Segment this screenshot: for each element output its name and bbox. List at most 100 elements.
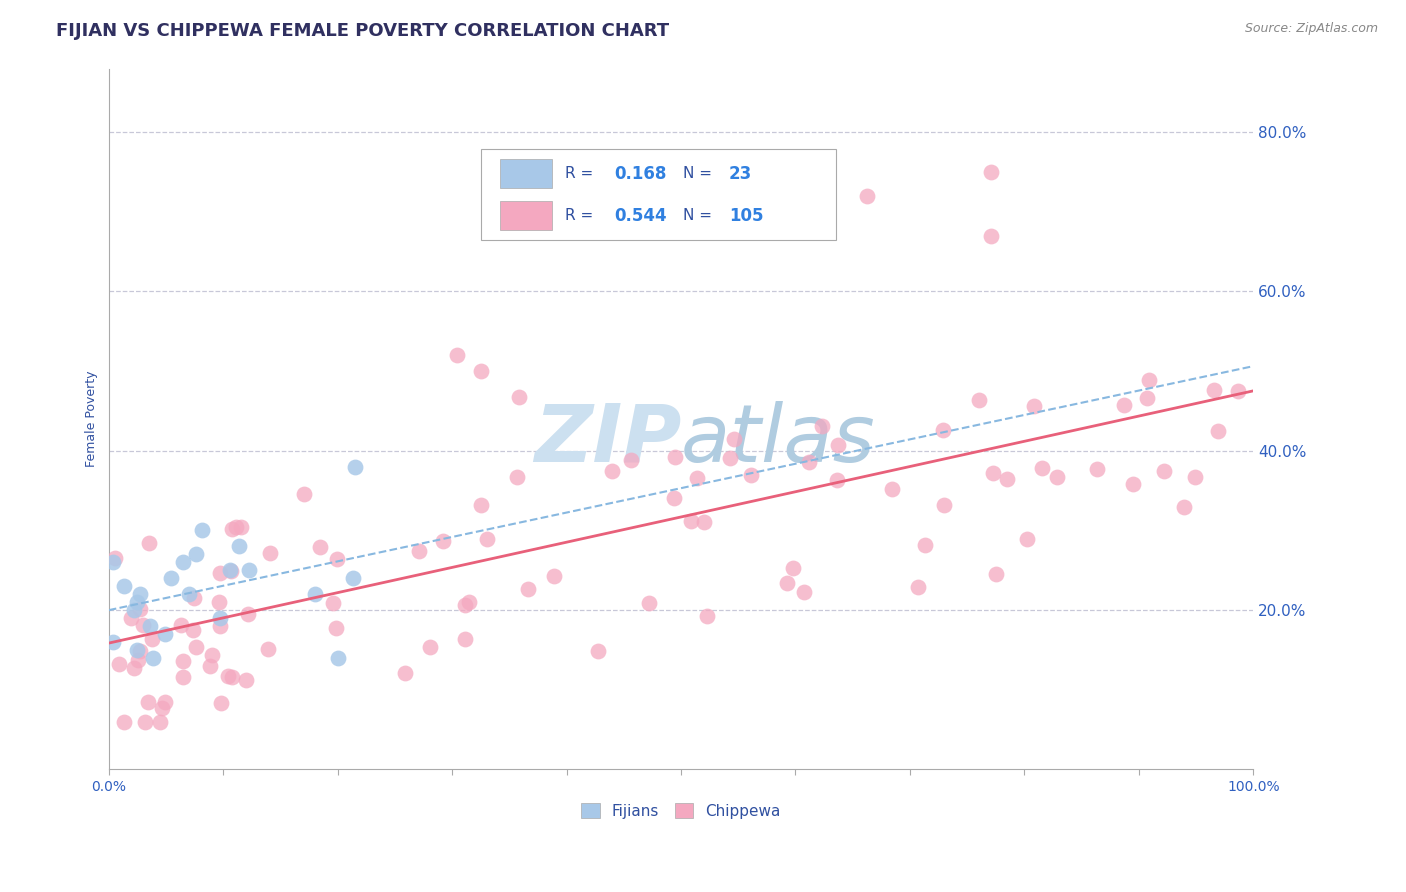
Point — [797, 455, 820, 469]
Point — [208, 618, 231, 632]
Point — [740, 468, 762, 483]
Point — [149, 714, 172, 729]
Point — [508, 390, 530, 404]
Text: FIJIAN VS CHIPPEWA FEMALE POVERTY CORRELATION CHART: FIJIAN VS CHIPPEWA FEMALE POVERTY CORREL… — [56, 22, 669, 40]
Point — [209, 611, 232, 625]
Point — [177, 587, 200, 601]
Point — [184, 640, 207, 654]
Point — [186, 547, 208, 561]
Point — [718, 451, 741, 466]
Point — [723, 432, 745, 446]
Text: ZIP: ZIP — [534, 401, 681, 479]
Point — [172, 555, 194, 569]
Point — [984, 567, 1007, 582]
Bar — [501, 201, 551, 230]
Point — [506, 470, 529, 484]
Point — [1208, 424, 1230, 438]
Point — [309, 540, 332, 554]
Point — [638, 596, 661, 610]
Point — [620, 453, 643, 467]
Point — [201, 648, 224, 662]
Point — [662, 491, 685, 505]
Point — [326, 650, 349, 665]
Point — [543, 569, 565, 583]
Point — [153, 696, 176, 710]
Point — [932, 498, 955, 512]
Point — [980, 165, 1002, 179]
Point — [153, 627, 176, 641]
Point — [793, 584, 815, 599]
Point — [1122, 477, 1144, 491]
Text: 105: 105 — [730, 207, 763, 225]
Point — [1031, 460, 1053, 475]
Point — [1184, 469, 1206, 483]
Point — [1046, 470, 1069, 484]
Point — [811, 419, 834, 434]
Point — [219, 563, 242, 577]
Legend: Fijians, Chippewa: Fijians, Chippewa — [575, 797, 787, 825]
Point — [217, 669, 239, 683]
Point — [112, 714, 135, 729]
Point — [127, 595, 149, 609]
Point — [183, 623, 205, 637]
Point — [150, 701, 173, 715]
Point — [825, 473, 848, 487]
Point — [292, 486, 315, 500]
Point — [170, 618, 193, 632]
Point — [322, 596, 344, 610]
Point — [198, 658, 221, 673]
Point — [141, 632, 163, 646]
Y-axis label: Female Poverty: Female Poverty — [86, 371, 98, 467]
Point — [1227, 384, 1250, 398]
Point — [108, 657, 131, 671]
Text: Source: ZipAtlas.com: Source: ZipAtlas.com — [1244, 22, 1378, 36]
Point — [969, 393, 991, 408]
Point — [101, 635, 124, 649]
Point — [208, 595, 231, 609]
Point — [120, 611, 142, 625]
Point — [453, 599, 475, 613]
Point — [679, 514, 702, 528]
Point — [457, 595, 479, 609]
Point — [1015, 532, 1038, 546]
Point — [997, 472, 1019, 486]
Point — [221, 564, 243, 578]
Point — [139, 619, 162, 633]
Point — [172, 654, 194, 668]
Point — [129, 644, 152, 658]
Point — [914, 538, 936, 552]
Point — [907, 580, 929, 594]
Point — [980, 228, 1002, 243]
Text: 23: 23 — [730, 165, 752, 183]
Point — [602, 464, 624, 478]
Point — [235, 673, 257, 687]
Point — [132, 618, 155, 632]
Text: N =: N = — [683, 166, 717, 181]
Point — [221, 670, 243, 684]
Point — [172, 669, 194, 683]
Point — [134, 714, 156, 729]
Point — [128, 587, 150, 601]
Point — [1139, 373, 1161, 387]
Point — [686, 471, 709, 485]
Point — [1173, 500, 1195, 514]
Point — [827, 438, 849, 452]
Point — [1022, 399, 1045, 413]
Point — [664, 450, 686, 464]
Point — [209, 696, 232, 710]
Point — [782, 561, 804, 575]
Point — [696, 608, 718, 623]
Point — [304, 587, 326, 601]
Point — [325, 621, 347, 635]
Point — [104, 551, 127, 566]
Text: 0.544: 0.544 — [614, 207, 668, 225]
Point — [880, 482, 903, 496]
Point — [470, 498, 492, 512]
Point — [228, 539, 250, 553]
Point — [981, 467, 1004, 481]
Point — [394, 665, 416, 680]
Point — [470, 364, 492, 378]
Point — [432, 534, 454, 549]
Point — [326, 552, 349, 566]
Point — [238, 563, 260, 577]
